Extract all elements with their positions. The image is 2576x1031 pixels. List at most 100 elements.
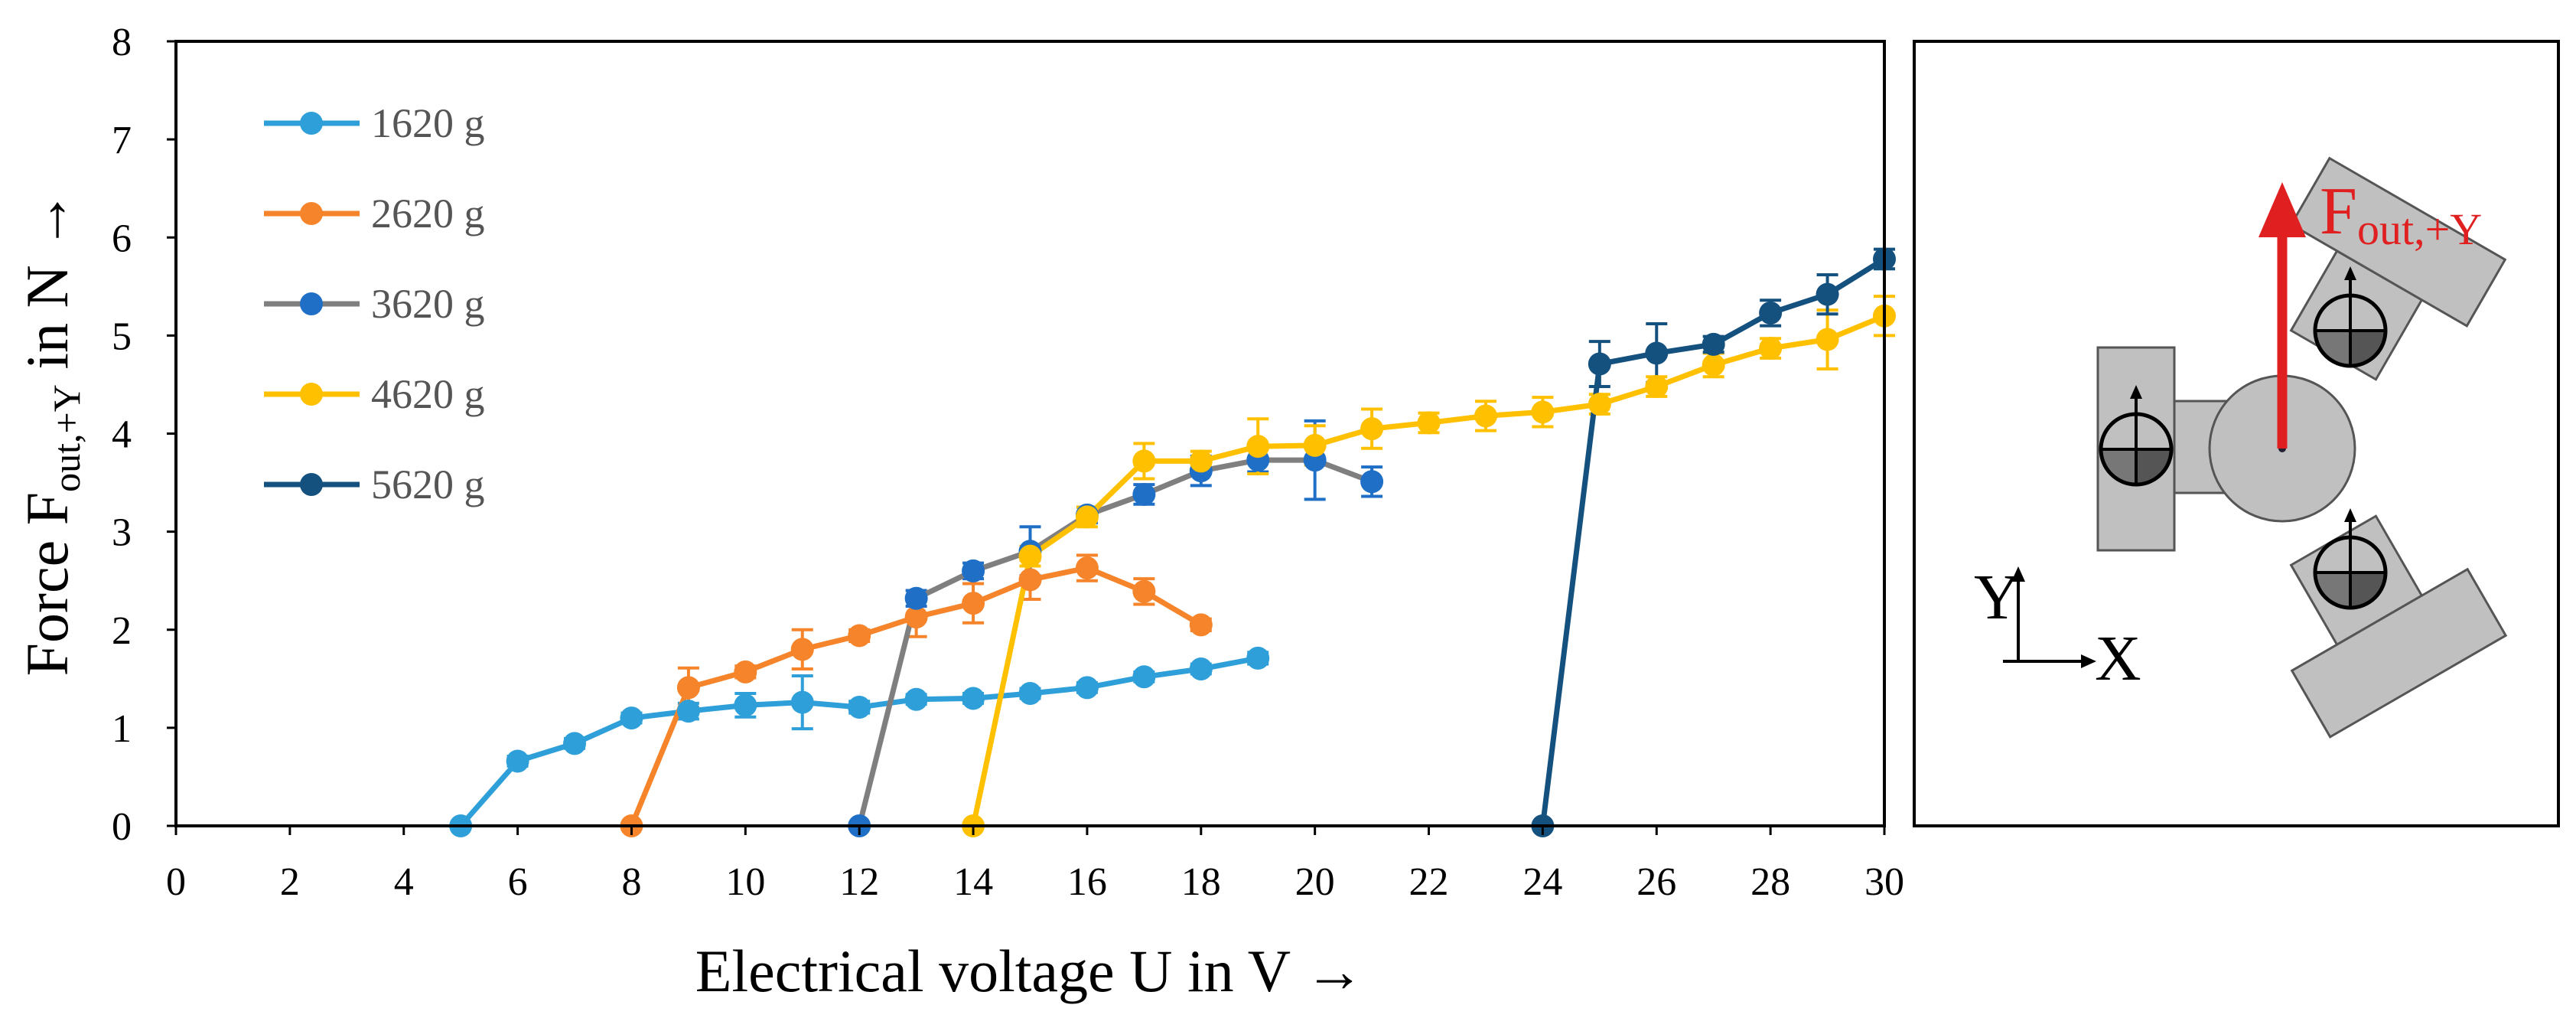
data-point (1246, 435, 1270, 458)
data-point (1474, 404, 1497, 428)
x-tick-label: 4 (394, 860, 414, 904)
data-point (1588, 393, 1611, 416)
legend-swatch-marker (300, 383, 323, 406)
data-point (1303, 433, 1327, 457)
legend-label: 1620 g (371, 100, 485, 146)
series-line (856, 457, 1373, 827)
force-label: Fout,+Y (2320, 175, 2482, 254)
legend-label: 2620 g (371, 191, 485, 237)
data-point (904, 687, 928, 711)
data-point (620, 706, 643, 730)
legend: 1620 g 2620 g 3620 g 4620 g 5620 g (264, 100, 485, 507)
data-point (1132, 449, 1156, 473)
y-tick-label: 8 (112, 21, 132, 64)
y-tick-label: 1 (112, 707, 132, 751)
data-point (1816, 328, 1839, 351)
x-axis-arrow-head (2081, 654, 2096, 668)
data-point (563, 732, 587, 755)
axis-x-label: X (2095, 623, 2141, 694)
data-point (1018, 568, 1042, 592)
x-tick-label: 22 (1409, 860, 1449, 904)
data-point (848, 695, 871, 719)
lower-leg (2289, 514, 2508, 739)
force-arrow-head (2258, 182, 2306, 237)
data-point (1189, 657, 1213, 680)
y-axis-label-prefix: Force F (14, 492, 80, 676)
marker-layer (449, 247, 1896, 837)
x-tick-label: 14 (953, 860, 993, 904)
x-tick-label: 6 (508, 860, 528, 904)
y-axis-label-subscript: out,+Y (45, 384, 88, 492)
wheel-icon (2099, 385, 2174, 487)
data-point (1645, 375, 1669, 398)
legend-label: 5620 g (371, 462, 485, 507)
legend-swatch-marker (300, 202, 323, 225)
data-point (790, 690, 814, 714)
data-point (1132, 665, 1156, 689)
data-point (1075, 505, 1099, 529)
data-point (848, 624, 871, 648)
y-axis-arrow-head (2011, 566, 2025, 582)
data-point (676, 676, 700, 700)
data-point (904, 605, 928, 629)
data-point (1759, 301, 1783, 325)
y-tick-label: 4 (112, 413, 132, 457)
legend-swatch-marker (300, 292, 323, 315)
data-point (1075, 556, 1099, 580)
axis-y-label: Y (1974, 562, 2021, 633)
y-tick-label: 3 (112, 511, 132, 555)
data-point (1018, 544, 1042, 568)
x-tick-label: 16 (1067, 860, 1107, 904)
x-tick-label: 0 (166, 860, 186, 904)
data-point (1075, 676, 1099, 700)
y-tick-label: 7 (112, 119, 132, 162)
x-tick-label: 28 (1750, 860, 1790, 904)
x-tick-label: 2 (280, 860, 300, 904)
y-axis-label-suffix: in N → (14, 191, 80, 385)
x-tick-label: 10 (725, 860, 765, 904)
data-point (962, 687, 985, 710)
x-tick-label: 20 (1295, 860, 1335, 904)
data-point (1531, 400, 1555, 424)
x-tick-label: 26 (1636, 860, 1676, 904)
x-tick-label: 12 (839, 860, 879, 904)
x-tick-label: 18 (1181, 860, 1221, 904)
data-point (734, 693, 757, 717)
series-line (970, 313, 1886, 827)
data-point (1645, 341, 1669, 365)
data-point (1588, 352, 1611, 376)
x-tick-label: 24 (1522, 860, 1562, 904)
wheel-icon (2313, 266, 2388, 368)
data-point (1360, 417, 1384, 441)
y-tick-label: 6 (112, 217, 132, 260)
y-axis: 0 1 2 3 4 5 6 7 8 (112, 21, 176, 849)
data-point (1189, 449, 1213, 473)
legend-swatch-marker (300, 473, 323, 496)
x-axis-label: Electrical voltage U in V → (695, 938, 1364, 1004)
legend-label: 4620 g (371, 371, 485, 417)
legend-swatch-marker (300, 112, 323, 135)
data-point (1417, 411, 1441, 435)
y-tick-label: 5 (112, 315, 132, 358)
data-point (904, 586, 928, 610)
data-point (1018, 682, 1042, 706)
y-axis-label: Force Fout,+Y in N → (14, 191, 88, 677)
data-point (1816, 282, 1839, 306)
error-bar-layer (506, 247, 1895, 768)
data-point (962, 592, 985, 615)
data-point (1360, 470, 1384, 494)
wheel-markers (2099, 266, 2388, 610)
x-axis: 0 2 4 6 8 10 12 14 16 18 20 22 24 26 28 30 (166, 826, 1904, 904)
data-point (1189, 613, 1213, 637)
inset-frame (1913, 40, 2560, 827)
legend-label: 3620 g (371, 281, 485, 327)
wheel-icon (2313, 508, 2388, 610)
data-point (734, 660, 757, 684)
inset-diagram: Fout,+Y Y X (1913, 40, 2560, 827)
data-point (1759, 337, 1783, 361)
data-point (506, 749, 529, 773)
x-tick-label: 8 (621, 860, 641, 904)
y-tick-label: 2 (112, 609, 132, 653)
x-tick-label: 30 (1864, 860, 1904, 904)
